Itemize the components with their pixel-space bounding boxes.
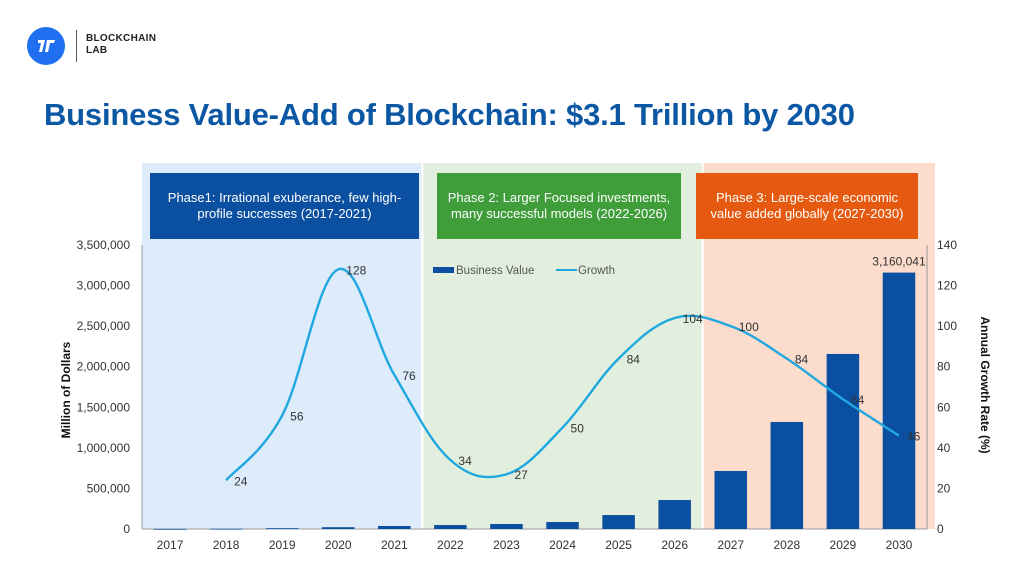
bar-2019: [265, 528, 299, 529]
growth-data-label: 76: [402, 369, 416, 383]
x-tick-label: 2021: [381, 538, 408, 552]
bar-2029: [826, 353, 860, 529]
x-tick-label: 2029: [830, 538, 857, 552]
growth-data-label: 56: [290, 409, 304, 423]
x-tick-label: 2026: [661, 538, 688, 552]
axes: 0 500,000 1,000,000 1,500,000 2,000,000 2,500…: [77, 238, 958, 552]
x-tick-label: 2023: [493, 538, 520, 552]
bar-2030: [882, 272, 916, 529]
bar-2017: [153, 528, 187, 530]
y-tick-left-label: 1,500,000: [77, 400, 131, 414]
y-axis-left-label: Million of Dollars: [59, 341, 73, 439]
y-tick-right-label: 60: [937, 400, 951, 414]
legend: Business Value Growth: [433, 265, 615, 277]
growth-data-label: 84: [795, 353, 809, 367]
growth-data-label: 46: [907, 430, 921, 444]
growth-data-label: 100: [739, 320, 759, 334]
x-tick-label: 2018: [213, 538, 240, 552]
phase-1-box: Phase1: Irrational exuberance, few high-…: [150, 173, 419, 239]
data-labels: 3,160,041 24 56 128 76 34 27 50 84 104 100 84 64 46: [234, 255, 926, 489]
bar-2020: [321, 527, 355, 529]
y-tick-right-label: 80: [937, 360, 951, 374]
legend-business-value-label: Business Value: [456, 265, 534, 277]
legend-growth-label: Growth: [578, 265, 615, 277]
legend-business-value-swatch: [433, 267, 454, 273]
growth-line-group: [225, 268, 900, 482]
bars: [153, 272, 916, 530]
phase-2-box: Phase 2: Larger Focused investments, man…: [437, 173, 681, 239]
y-tick-right-label: 0: [937, 522, 944, 536]
y-tick-right-label: 120: [937, 279, 957, 293]
growth-data-label: 64: [851, 393, 865, 407]
growth-data-label: 34: [458, 454, 472, 468]
phase-3-box: Phase 3: Large-scale economic value adde…: [696, 173, 918, 239]
y-tick-right-label: 140: [937, 238, 957, 252]
growth-data-label: 27: [514, 468, 528, 482]
brand-logo: [27, 27, 65, 65]
growth-data-label: 50: [571, 422, 585, 436]
bar-2022: [434, 525, 467, 529]
bar-2024: [546, 522, 579, 529]
bar-2027: [714, 470, 748, 529]
y-tick-left-label: 2,000,000: [77, 360, 131, 374]
x-tick-label: 2022: [437, 538, 464, 552]
y-tick-right-label: 100: [937, 319, 957, 333]
y-tick-left-label: 2,500,000: [77, 319, 131, 333]
y-tick-left-label: 0: [123, 522, 130, 536]
logo-divider: [76, 30, 77, 62]
growth-data-label: 104: [683, 312, 703, 326]
blockchain-lab-logo-icon: [38, 40, 55, 52]
brand-line-2: LAB: [86, 45, 108, 56]
growth-data-label: 24: [234, 474, 248, 488]
y-tick-left-label: 3,500,000: [77, 238, 131, 252]
x-tick-label: 2020: [325, 538, 352, 552]
brand-line-1: BLOCKCHAIN: [86, 33, 157, 44]
brand-name: BLOCKCHAIN LAB: [86, 33, 156, 57]
growth-line: [225, 268, 900, 482]
bar-2028: [770, 421, 804, 529]
y-tick-right-label: 40: [937, 441, 951, 455]
bar-2025: [602, 515, 635, 529]
growth-data-label: 84: [627, 353, 641, 367]
y-tick-left-label: 500,000: [87, 481, 131, 495]
x-tick-label: 2025: [605, 538, 632, 552]
growth-data-label: 128: [346, 263, 366, 277]
x-tick-label: 2024: [549, 538, 576, 552]
x-tick-label: 2030: [886, 538, 913, 552]
page-title: Business Value-Add of Blockchain: $3.1 T…: [44, 97, 855, 132]
x-tick-label: 2017: [157, 538, 184, 552]
y-tick-left-label: 3,000,000: [77, 279, 131, 293]
bar-data-label: 3,160,041: [872, 255, 926, 269]
bar-2018: [209, 528, 243, 530]
x-tick-label: 2027: [717, 538, 744, 552]
y-axis-right-label: Annual Growth Rate (%): [978, 316, 992, 454]
x-tick-label: 2028: [773, 538, 800, 552]
bar-2026: [658, 500, 691, 529]
y-tick-left-label: 1,000,000: [77, 441, 131, 455]
x-tick-label: 2019: [269, 538, 296, 552]
bar-2023: [490, 523, 523, 529]
y-tick-right-label: 20: [937, 481, 951, 495]
bar-2021: [378, 525, 411, 529]
